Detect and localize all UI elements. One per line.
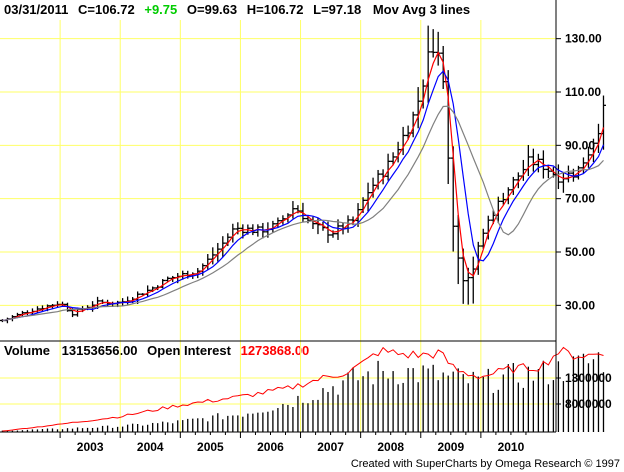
price-bar [460, 248, 466, 304]
moving-average-fast [2, 51, 605, 322]
price-bar [580, 157, 586, 174]
quote-open: O=99.63 [186, 2, 238, 17]
quote-date: 03/31/2011 [4, 2, 69, 17]
price-bar [310, 216, 316, 230]
open-interest-label: Open Interest [147, 343, 231, 358]
price-bar [505, 187, 511, 205]
credit-text: Created with SuperCharts by Omega Resear… [351, 458, 620, 470]
price-bar [600, 95, 606, 150]
moving-average-slow [2, 105, 604, 322]
price-bar [525, 144, 531, 177]
year-label: 2004 [137, 440, 164, 454]
price-bar [480, 228, 486, 249]
quote-high: H=106.72 [246, 2, 304, 17]
year-label: 2006 [257, 440, 284, 454]
year-label: 2005 [197, 440, 224, 454]
moving-average-mid [2, 70, 605, 322]
price-bar [145, 285, 151, 297]
volume-label: Volume [4, 343, 50, 358]
year-label: 2010 [498, 440, 525, 454]
price-bar [165, 276, 171, 282]
price-bar [560, 171, 566, 193]
time-axis: 2003 2004 2005 2006 2007 2008 2009 2010 [59, 432, 527, 454]
price-bar [595, 123, 601, 153]
year-label: 2008 [377, 440, 404, 454]
grid [0, 20, 556, 432]
price-bar [425, 25, 431, 103]
volume-header: Volume 13153656.00 Open Interest 1273868… [4, 343, 309, 358]
open-interest-path [2, 346, 604, 432]
volume-bars [1, 352, 605, 432]
price-bar [415, 87, 421, 129]
year-label: 2003 [77, 440, 104, 454]
volume-value: 13153656.00 [61, 343, 138, 358]
volume-axis: 1300000 8000000 [556, 371, 612, 411]
year-label: 2009 [437, 440, 464, 454]
price-tick-label: 70.00 [565, 192, 595, 206]
price-bar [430, 29, 436, 58]
price-bar [500, 192, 506, 205]
price-bar [405, 125, 411, 140]
price-bar [365, 182, 371, 212]
price-bar [470, 256, 476, 304]
year-label: 2007 [317, 440, 344, 454]
open-interest-line [2, 346, 604, 432]
price-bar [250, 224, 256, 236]
price-axis: 130.00 110.00 90.00 70.00 50.00 30.00 [556, 32, 602, 312]
price-bars [0, 25, 606, 324]
quote-change: +9.75 [144, 2, 178, 17]
moving-average-lines [2, 51, 605, 322]
volume-tick-label: 8000000 [565, 397, 612, 411]
price-bar [465, 267, 471, 305]
price-bar [275, 217, 281, 228]
price-bar [440, 45, 446, 90]
quote-header: 03/31/2011 C=106.72 +9.75 O=99.63 H=106.… [4, 2, 470, 17]
price-bar [210, 247, 216, 265]
price-tick-label: 50.00 [565, 245, 595, 259]
price-bar [335, 219, 341, 240]
price-tick-label: 110.00 [565, 85, 601, 99]
price-bar [515, 172, 521, 189]
price-tick-label: 30.00 [565, 298, 595, 312]
price-bar [385, 153, 391, 181]
price-bar [125, 296, 131, 305]
price-bar [435, 31, 441, 66]
open-interest-value: 1273868.00 [240, 343, 310, 358]
chart-frame [0, 0, 557, 433]
quote-close: C=106.72 [77, 2, 135, 17]
price-tick-label: 130.00 [565, 32, 602, 46]
price-bar [390, 152, 396, 166]
price-bar [450, 146, 456, 252]
price-bar [255, 224, 261, 237]
price-bar [235, 222, 241, 235]
price-bar [535, 153, 541, 173]
price-bar [225, 233, 231, 247]
price-bar [485, 215, 491, 240]
quote-low: L=97.18 [313, 2, 362, 17]
volume-tick-label: 1300000 [565, 371, 612, 385]
price-tick-label: 90.00 [565, 138, 595, 152]
price-bar [455, 214, 461, 285]
price-bar [530, 148, 536, 172]
indicator-label: Mov Avg 3 lines [372, 2, 471, 17]
